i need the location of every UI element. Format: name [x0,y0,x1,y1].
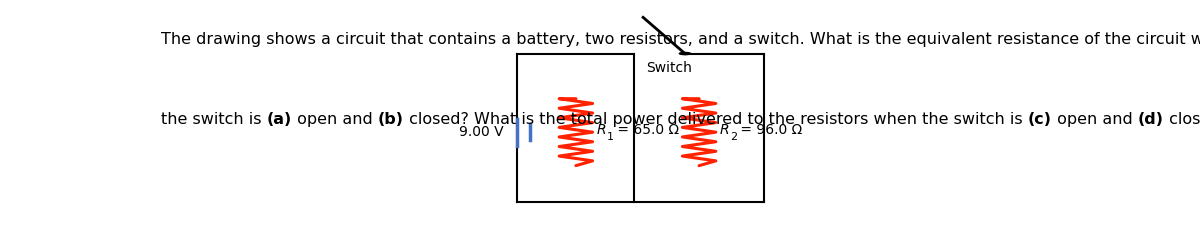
Text: 2: 2 [730,132,737,142]
Text: R: R [596,123,606,137]
Text: open and: open and [292,112,378,127]
Text: the switch is: the switch is [161,112,266,127]
Text: open and: open and [1051,112,1138,127]
Text: (b): (b) [378,112,404,127]
Text: (d): (d) [1138,112,1164,127]
Text: Switch: Switch [646,61,692,75]
Text: = 65.0 Ω: = 65.0 Ω [613,123,679,137]
Text: The drawing shows a circuit that contains a battery, two resistors, and a switch: The drawing shows a circuit that contain… [161,32,1200,47]
Circle shape [679,52,690,55]
Text: R: R [720,123,730,137]
Text: 9.00 V: 9.00 V [458,125,504,139]
Text: closed? What is the total power delivered to the resistors when the switch is: closed? What is the total power delivere… [404,112,1027,127]
Text: (a): (a) [266,112,292,127]
Text: = 96.0 Ω: = 96.0 Ω [737,123,803,137]
Text: closed?: closed? [1164,112,1200,127]
Text: (c): (c) [1027,112,1051,127]
Text: 1: 1 [606,132,613,142]
